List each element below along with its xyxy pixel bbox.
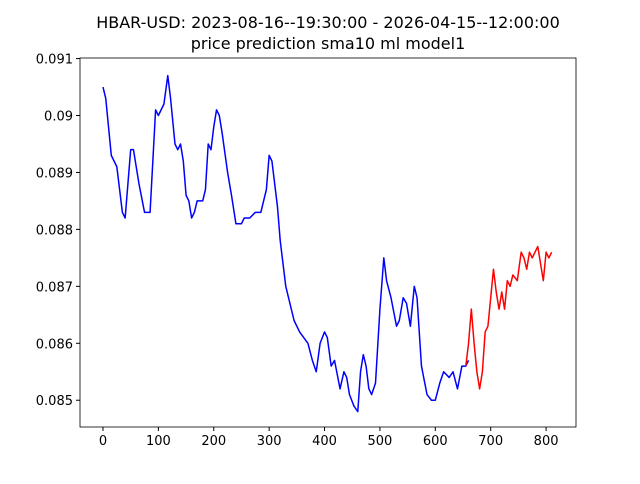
- data-line: [102, 74, 470, 413]
- y-tick-label: 0.087: [36, 280, 73, 295]
- y-tick-label: 0.085: [36, 394, 73, 409]
- chart-subtitle: price prediction sma10 ml model1: [191, 34, 466, 53]
- y-tick-label: 0.091: [36, 53, 73, 68]
- y-tick-label: 0.086: [36, 337, 73, 352]
- x-tick-label: 0: [99, 434, 107, 449]
- data-line: [465, 245, 553, 390]
- y-tick-label: 0.088: [36, 223, 73, 238]
- y-tick-label: 0.089: [36, 166, 73, 181]
- x-tick-label: 400: [312, 434, 337, 449]
- plot-frame: [79, 57, 577, 428]
- x-tick-label: 700: [478, 434, 503, 449]
- x-tick-label: 100: [146, 434, 171, 449]
- chart-title: HBAR-USD: 2023-08-16--19:30:00 - 2026-04…: [96, 13, 560, 32]
- x-tick-label: 800: [534, 434, 559, 449]
- y-tick-label: 0.09: [44, 110, 73, 125]
- x-tick-label: 300: [257, 434, 282, 449]
- x-tick-label: 600: [423, 434, 448, 449]
- x-tick-label: 200: [201, 434, 226, 449]
- x-tick-label: 500: [368, 434, 393, 449]
